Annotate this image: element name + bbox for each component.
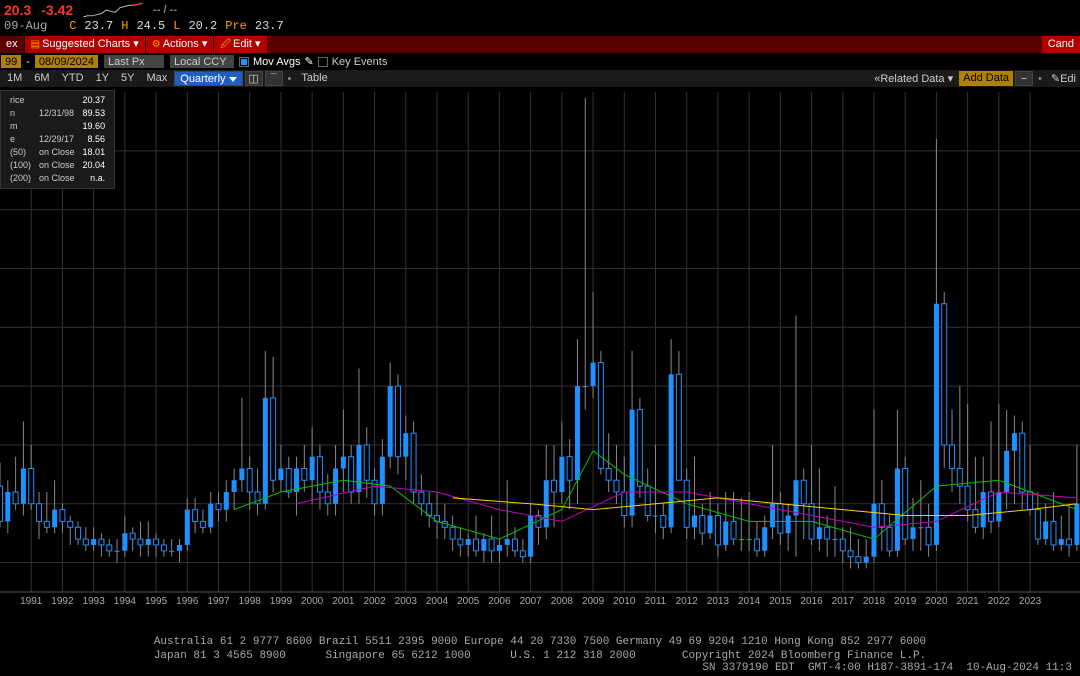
- date-range-sep: -: [26, 56, 30, 68]
- date-end-input[interactable]: 08/09/2024: [34, 54, 99, 69]
- tool-bar-options: 99 - 08/09/2024 Last Px Local CCY Mov Av…: [0, 53, 1080, 70]
- tab-actions-label: Actions: [163, 38, 199, 50]
- svg-text:2022: 2022: [988, 596, 1011, 607]
- svg-text:2000: 2000: [301, 596, 324, 607]
- svg-text:1994: 1994: [114, 596, 137, 607]
- svg-text:2021: 2021: [957, 596, 980, 607]
- zoom-proportion-button[interactable]: −: [1015, 71, 1033, 86]
- svg-text:2009: 2009: [582, 596, 605, 607]
- svg-text:2005: 2005: [457, 596, 480, 607]
- svg-text:1992: 1992: [51, 596, 74, 607]
- bullet-sep-1: •: [285, 73, 295, 85]
- price-change: -3.42: [41, 2, 73, 18]
- svg-text:2020: 2020: [925, 596, 948, 607]
- tab-edit-label: Edit: [233, 38, 252, 50]
- footer-line-1: Australia 61 2 9777 8600 Brazil 5511 239…: [0, 636, 1080, 650]
- movavg-label: Mov Avgs: [253, 56, 301, 68]
- svg-text:2010: 2010: [613, 596, 636, 607]
- range-1m[interactable]: 1M: [2, 71, 27, 86]
- svg-text:2014: 2014: [738, 596, 761, 607]
- svg-text:2003: 2003: [395, 596, 418, 607]
- ohlc-c-value: 23.7: [84, 19, 113, 33]
- chart-icon: ▤: [31, 39, 40, 50]
- tab-suggested-charts-label: Suggested Charts: [42, 38, 130, 50]
- footer-line-2: Japan 81 3 4565 8900 Singapore 65 6212 1…: [0, 650, 1080, 664]
- add-data-input[interactable]: Add Data: [959, 71, 1013, 86]
- ohlc-l-label: L: [173, 19, 180, 33]
- edit-right-label: Edi: [1060, 73, 1076, 85]
- ohlc-l-value: 20.2: [188, 19, 217, 33]
- svg-text:1995: 1995: [145, 596, 168, 607]
- actions-icon: ⚙: [152, 39, 161, 50]
- svg-text:2004: 2004: [426, 596, 449, 607]
- chart-style-2-button[interactable]: ¯: [265, 71, 283, 86]
- svg-text:1998: 1998: [239, 596, 262, 607]
- edit-right-button[interactable]: ✎Edi: [1047, 72, 1080, 85]
- movavg-checkbox[interactable]: [239, 57, 249, 67]
- quote-date: 09-Aug: [4, 19, 47, 33]
- edit-icon: 🖉: [220, 39, 231, 50]
- chart-area[interactable]: 1991 1992 1993 1994 1995 1996 1997 1998 1999 2000…: [0, 88, 1080, 618]
- localccy-select-label: Local CCY: [174, 56, 227, 68]
- legend-table: rice20.37n12/31/9889.53m19.60e12/29/178.…: [5, 93, 110, 186]
- range-5y[interactable]: 5Y: [116, 71, 139, 86]
- related-data-label: Related Data: [880, 73, 944, 85]
- tab-suggested-charts[interactable]: ▤Suggested Charts ▾: [25, 36, 145, 53]
- svg-text:2001: 2001: [332, 596, 355, 607]
- svg-text:2008: 2008: [551, 596, 574, 607]
- svg-text:2017: 2017: [832, 596, 855, 607]
- svg-text:2019: 2019: [894, 596, 917, 607]
- quote-row-2: 09-Aug C 23.7 H 24.5 L 20.2 Pre 23.7: [4, 18, 284, 34]
- lastpx-select[interactable]: Last Px: [103, 54, 165, 69]
- svg-text:1999: 1999: [270, 596, 293, 607]
- bullet-sep-2: •: [1035, 73, 1045, 85]
- tool-bar-range: 1M 6M YTD 1Y 5Y Max Quarterly ◫ ¯ • Tabl…: [0, 70, 1080, 87]
- ohlc-pre-value: 23.7: [255, 19, 284, 33]
- lastpx-select-label: Last Px: [108, 56, 145, 68]
- movavg-pencil-icon[interactable]: ✎: [304, 55, 313, 68]
- tab-edit[interactable]: 🖉Edit ▾: [214, 36, 266, 53]
- svg-text:1997: 1997: [207, 596, 230, 607]
- quote-row-1: 20.3 -3.42 -- / --: [4, 2, 177, 18]
- chart-style-1-button[interactable]: ◫: [245, 71, 263, 86]
- tool-bar-red: ex ▤Suggested Charts ▾ ⚙Actions ▾ 🖉Edit …: [0, 36, 1080, 53]
- chevron-down-icon: [229, 77, 237, 82]
- sparkline: [83, 3, 143, 17]
- svg-text:2012: 2012: [676, 596, 699, 607]
- svg-text:2015: 2015: [769, 596, 792, 607]
- localccy-select[interactable]: Local CCY: [169, 54, 235, 69]
- ohlc-h-value: 24.5: [136, 19, 165, 33]
- svg-text:2023: 2023: [1019, 596, 1042, 607]
- bid-ask-dashes: -- / --: [153, 4, 177, 16]
- range-ytd[interactable]: YTD: [57, 71, 89, 86]
- last-price: 20.3: [4, 2, 31, 18]
- range-max[interactable]: Max: [142, 71, 173, 86]
- tab-ex[interactable]: ex: [0, 36, 24, 53]
- range-6m[interactable]: 6M: [29, 71, 54, 86]
- svg-text:2013: 2013: [707, 596, 730, 607]
- period-select[interactable]: Quarterly: [174, 71, 242, 86]
- keyevents-label: Key Events: [332, 56, 388, 68]
- svg-text:2006: 2006: [488, 596, 511, 607]
- svg-text:1991: 1991: [20, 596, 43, 607]
- svg-text:2018: 2018: [863, 596, 886, 607]
- ohlc-c-label: C: [69, 19, 76, 33]
- svg-text:2002: 2002: [363, 596, 386, 607]
- related-data-button[interactable]: «Related Data ▾: [870, 72, 957, 85]
- svg-text:2011: 2011: [645, 596, 667, 607]
- svg-text:1993: 1993: [83, 596, 106, 607]
- keyevents-checkbox[interactable]: [318, 57, 328, 67]
- svg-text:1996: 1996: [176, 596, 199, 607]
- cand-button[interactable]: Cand: [1042, 36, 1080, 53]
- ohlc-h-label: H: [121, 19, 128, 33]
- period-select-label: Quarterly: [180, 73, 225, 85]
- date-start-input[interactable]: 99: [0, 54, 22, 69]
- ohlc-pre-label: Pre: [225, 19, 247, 33]
- svg-text:2007: 2007: [520, 596, 543, 607]
- range-1y[interactable]: 1Y: [91, 71, 114, 86]
- table-button[interactable]: Table: [296, 71, 332, 86]
- tab-actions[interactable]: ⚙Actions ▾: [146, 36, 214, 53]
- chart-legend: rice20.37n12/31/9889.53m19.60e12/29/178.…: [0, 90, 115, 189]
- svg-text:2016: 2016: [800, 596, 823, 607]
